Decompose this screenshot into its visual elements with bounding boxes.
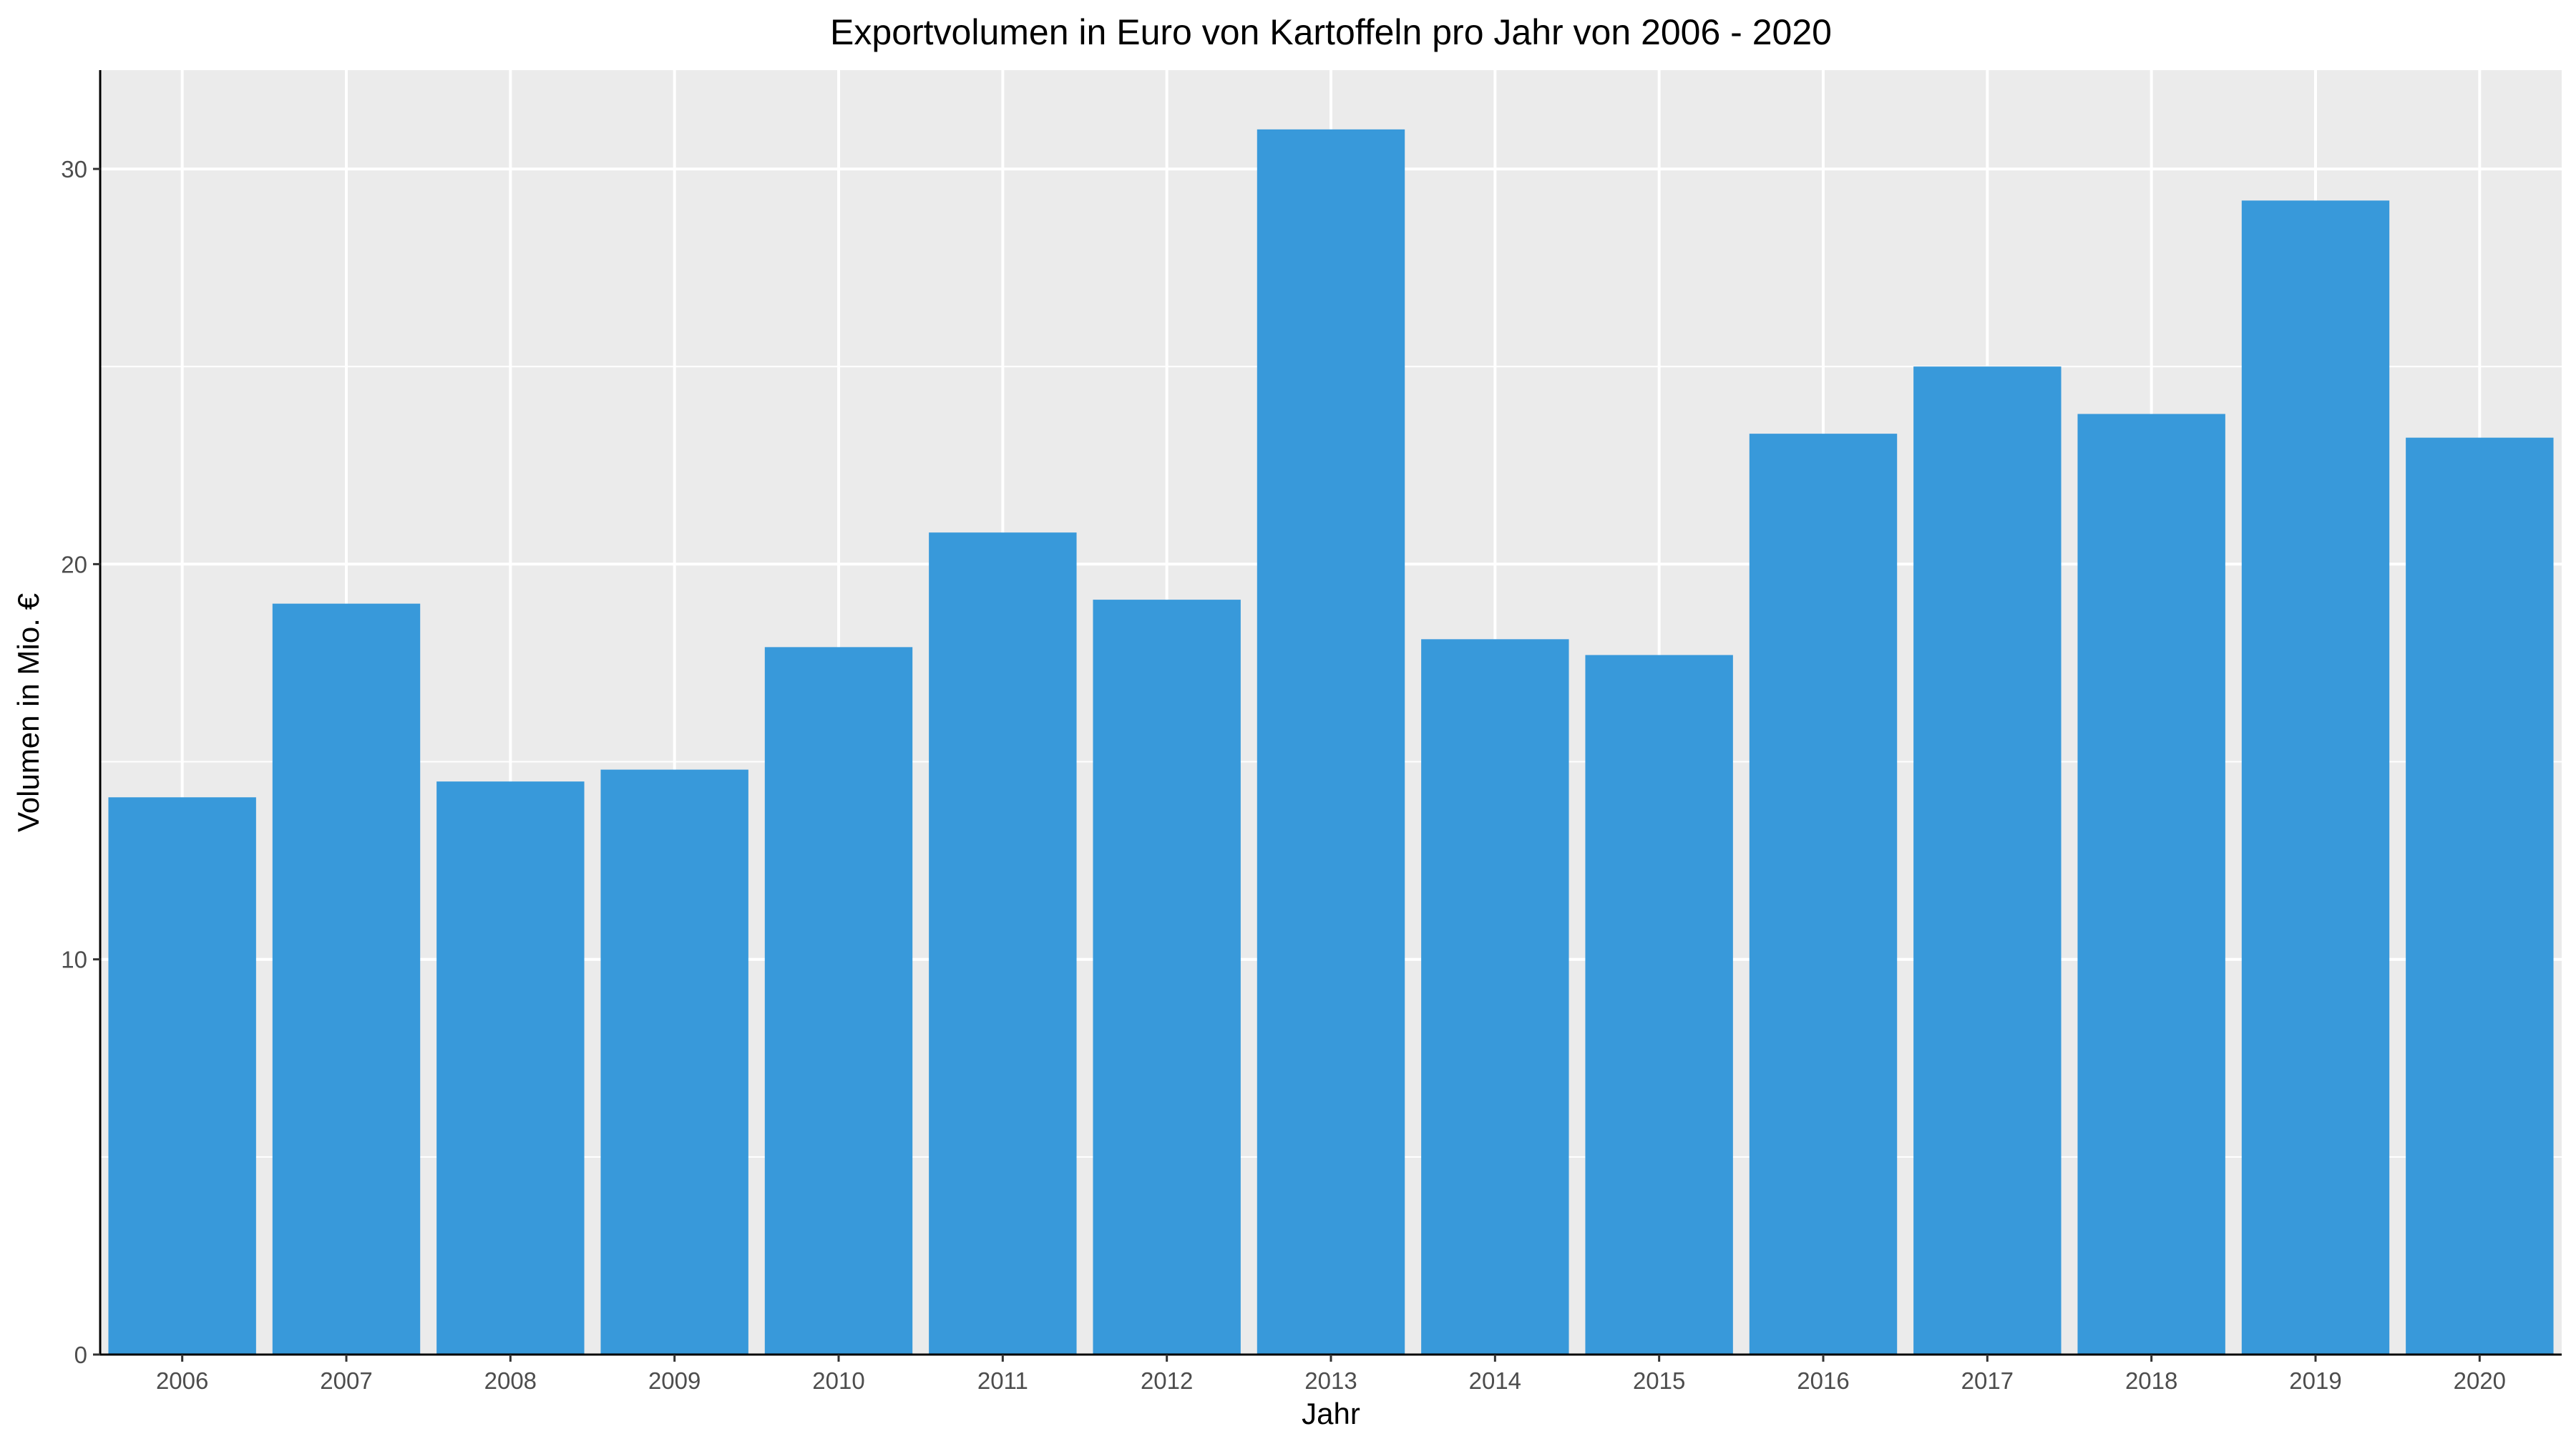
x-axis-ticks: 2006 2007 2008 2009 2010 2011 2012 2013 2014 2015… xyxy=(156,1355,2506,1394)
y-tick-label: 0 xyxy=(74,1342,87,1368)
y-tick-label: 10 xyxy=(61,947,87,973)
x-tick-label: 2013 xyxy=(1304,1367,1357,1394)
x-tick-label: 2010 xyxy=(812,1367,864,1394)
x-tick-label: 2009 xyxy=(648,1367,701,1394)
x-tick-label: 2016 xyxy=(1797,1367,1849,1394)
x-tick-label: 2018 xyxy=(2125,1367,2177,1394)
x-tick-label: 2014 xyxy=(1469,1367,1521,1394)
bar-2014 xyxy=(1421,639,1569,1355)
x-tick-label: 2011 xyxy=(977,1367,1028,1394)
y-axis-ticks: 0 10 20 30 xyxy=(61,156,100,1368)
x-tick-label: 2017 xyxy=(1961,1367,2014,1394)
y-tick-label: 20 xyxy=(61,551,87,577)
bar-2008 xyxy=(436,781,585,1355)
x-tick-label: 2020 xyxy=(2454,1367,2506,1394)
x-tick-label: 2019 xyxy=(2289,1367,2341,1394)
bar-2017 xyxy=(1913,366,2062,1355)
bar-2011 xyxy=(929,532,1077,1355)
bar-2020 xyxy=(2406,437,2554,1355)
bar-2018 xyxy=(2077,414,2225,1355)
x-tick-label: 2015 xyxy=(1633,1367,1685,1394)
x-tick-label: 2007 xyxy=(320,1367,372,1394)
x-tick-label: 2012 xyxy=(1141,1367,1193,1394)
x-tick-label: 2008 xyxy=(484,1367,537,1394)
bar-2007 xyxy=(272,603,421,1355)
y-tick-label: 30 xyxy=(61,156,87,182)
bar-2015 xyxy=(1585,655,1733,1355)
y-axis-title: Volumen in Mio. € xyxy=(11,593,45,832)
bar-2013 xyxy=(1257,129,1405,1355)
bars xyxy=(108,129,2554,1355)
bar-2019 xyxy=(2241,200,2390,1355)
bar-2010 xyxy=(764,647,913,1355)
bar-2006 xyxy=(108,797,256,1355)
bar-2012 xyxy=(1093,600,1241,1355)
x-axis-title: Jahr xyxy=(1302,1397,1360,1430)
bar-2009 xyxy=(600,769,748,1355)
bar-2016 xyxy=(1749,434,1898,1355)
chart-title: Exportvolumen in Euro von Kartoffeln pro… xyxy=(830,12,1832,52)
x-tick-label: 2006 xyxy=(156,1367,208,1394)
